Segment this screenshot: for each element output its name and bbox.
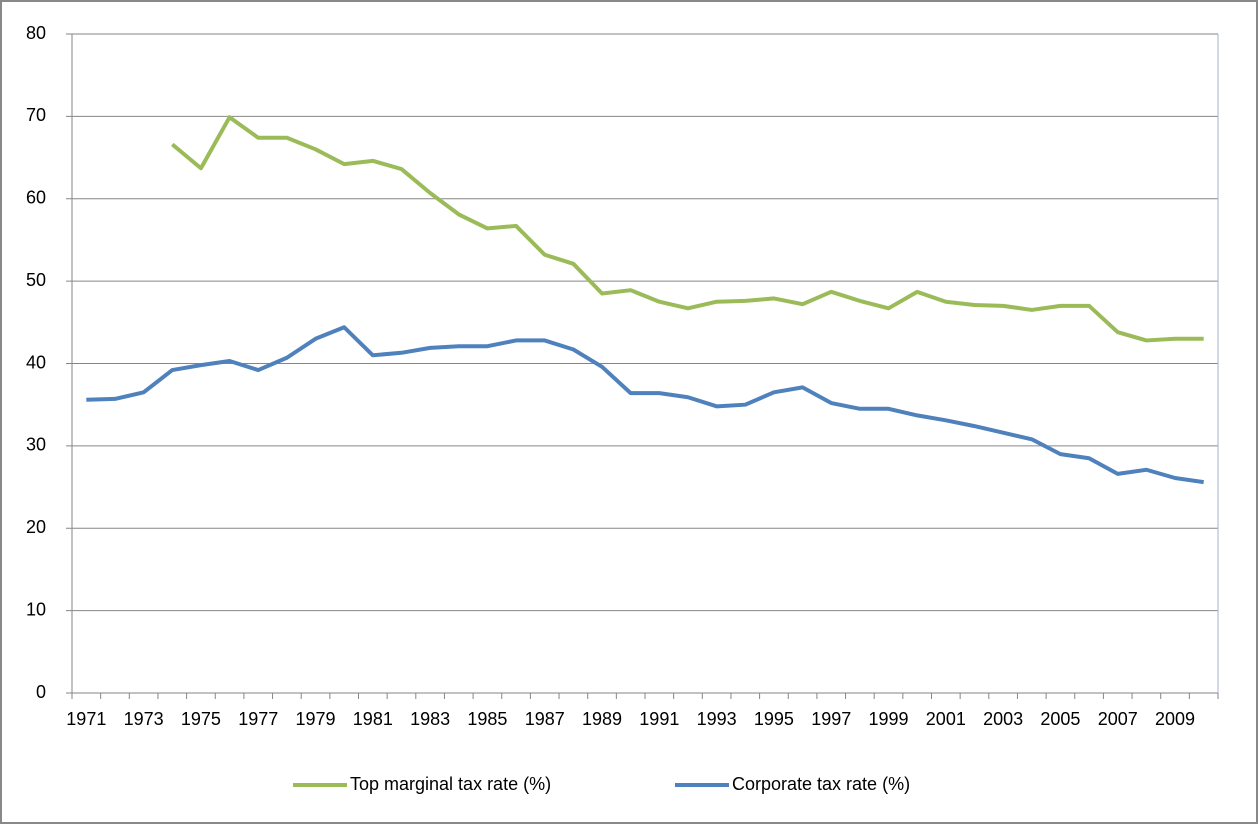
x-tick-label: 1989	[582, 709, 622, 729]
x-tick-label: 2003	[983, 709, 1023, 729]
x-tick-label: 1993	[697, 709, 737, 729]
y-tick-label: 0	[36, 682, 46, 702]
x-tick-label: 1971	[66, 709, 106, 729]
y-tick-label: 10	[26, 599, 46, 619]
x-tick-label: 1991	[639, 709, 679, 729]
x-tick-label: 1995	[754, 709, 794, 729]
legend-label: Corporate tax rate (%)	[732, 774, 910, 794]
y-tick-label: 50	[26, 270, 46, 290]
x-tick-label: 1977	[238, 709, 278, 729]
x-tick-label: 1985	[467, 709, 507, 729]
x-tick-label: 1981	[353, 709, 393, 729]
y-tick-label: 80	[26, 23, 46, 43]
x-tick-label: 1983	[410, 709, 450, 729]
x-tick-label: 2009	[1155, 709, 1195, 729]
x-tick-label: 2001	[926, 709, 966, 729]
y-tick-label: 30	[26, 435, 46, 455]
series-line	[170, 115, 1204, 343]
x-tick-label: 1999	[869, 709, 909, 729]
x-tick-label: 1975	[181, 709, 221, 729]
y-tick-label: 40	[26, 352, 46, 372]
x-tick-label: 1973	[124, 709, 164, 729]
x-tick-label: 1979	[296, 709, 336, 729]
x-tick-label: 2005	[1040, 709, 1080, 729]
y-tick-label: 20	[26, 517, 46, 537]
legend-label: Top marginal tax rate (%)	[350, 774, 551, 794]
series-line	[86, 325, 1204, 485]
y-tick-label: 70	[26, 105, 46, 125]
x-tick-label: 1997	[811, 709, 851, 729]
x-tick-label: 1987	[525, 709, 565, 729]
x-tick-label: 2007	[1098, 709, 1138, 729]
y-tick-label: 60	[26, 188, 46, 208]
